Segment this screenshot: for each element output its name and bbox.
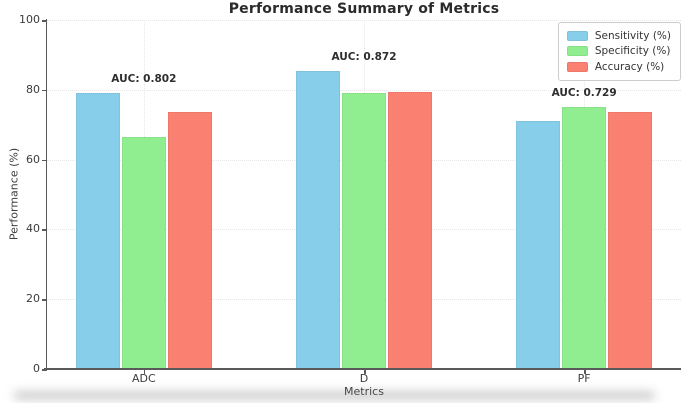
y-tick-label-40: 40 xyxy=(26,222,40,236)
bar-sensitivity-d xyxy=(295,70,340,369)
x-tick-label-pf: PF xyxy=(577,372,591,385)
x-axis-label: Metrics xyxy=(344,385,384,398)
legend: Sensitivity (%) Specificity (%) Accuracy… xyxy=(557,22,681,81)
y-tick-mark-40 xyxy=(41,229,47,231)
auc-annotation-pf: AUC: 0.729 xyxy=(551,87,617,100)
y-tick-mark-60 xyxy=(41,159,47,162)
legend-label-accuracy: Accuracy (%) xyxy=(594,60,665,73)
bar-sensitivity-adc xyxy=(75,93,120,369)
y-tick-mark-0 xyxy=(41,369,47,371)
legend-label-specificity: Specificity (%) xyxy=(594,45,671,58)
legend-swatch-accuracy xyxy=(566,61,588,72)
x-tick-label-d: D xyxy=(359,372,369,385)
bar-accuracy-d xyxy=(388,91,433,369)
auc-annotation-d: AUC: 0.872 xyxy=(331,50,397,63)
y-tick-label-60: 60 xyxy=(26,152,40,166)
y-axis-spine xyxy=(45,19,48,369)
x-axis-spine xyxy=(44,368,681,370)
legend-swatch-sensitivity xyxy=(566,30,588,41)
legend-item-accuracy: Accuracy (%) xyxy=(566,59,671,75)
bar-specificity-d xyxy=(341,93,386,369)
y-tick-mark-20 xyxy=(41,299,47,301)
legend-label-sensitivity: Sensitivity (%) xyxy=(594,29,671,42)
plot-area: AUC: 0.802 AUC: 0.872 AUC: 0.729 xyxy=(47,20,681,369)
bar-sensitivity-pf xyxy=(515,121,560,369)
y-tick-mark-80 xyxy=(41,89,47,92)
chart-title: Performance Summary of Metrics xyxy=(228,1,500,17)
legend-swatch-specificity xyxy=(566,46,588,57)
x-tick-mark-pf xyxy=(584,370,586,374)
drop-shadow xyxy=(14,392,655,399)
legend-item-specificity: Specificity (%) xyxy=(566,44,671,60)
bar-accuracy-adc xyxy=(168,112,213,369)
y-tick-mark-100 xyxy=(41,20,47,22)
bar-specificity-pf xyxy=(562,107,607,369)
x-tick-label-adc: ADC xyxy=(132,372,156,385)
legend-item-sensitivity: Sensitivity (%) xyxy=(566,28,671,44)
y-tick-label-100: 100 xyxy=(19,13,40,26)
auc-annotation-adc: AUC: 0.802 xyxy=(111,73,177,86)
y-tick-label-0: 0 xyxy=(33,362,40,375)
y-tick-label-20: 20 xyxy=(26,292,40,306)
x-tick-mark-d xyxy=(364,370,366,374)
x-tick-mark-adc xyxy=(143,370,146,374)
bar-specificity-adc xyxy=(121,136,166,369)
bar-accuracy-pf xyxy=(608,112,653,369)
y-tick-label-80: 80 xyxy=(26,82,40,96)
